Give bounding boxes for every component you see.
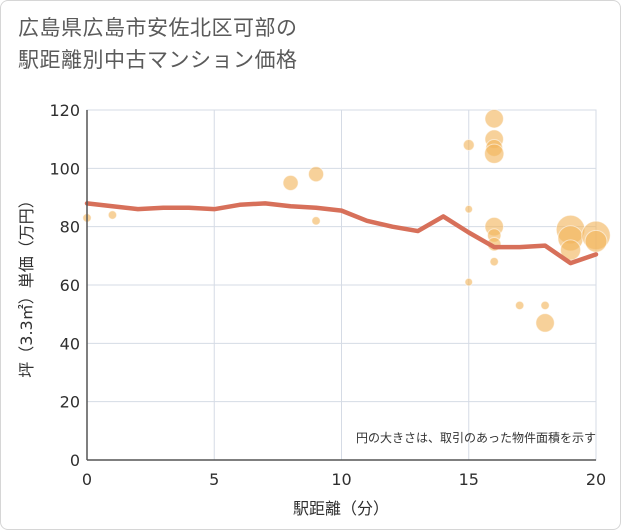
y-tick-label: 80: [60, 218, 80, 237]
line-layer: [84, 201, 599, 266]
data-bubble: [107, 210, 118, 220]
data-bubble: [464, 204, 474, 214]
y-tick-label: 0: [70, 451, 80, 470]
bubble-layer: [82, 109, 611, 333]
data-bubble: [540, 300, 550, 311]
y-tick-label: 120: [49, 101, 80, 120]
chart-title-line-1: 広島県広島市安佐北区可部の: [18, 16, 298, 40]
x-tick-label: 0: [82, 470, 92, 489]
x-tick-label: 5: [209, 470, 219, 489]
y-tick-label: 20: [60, 393, 80, 412]
data-bubble: [489, 256, 499, 267]
data-bubble: [307, 166, 325, 183]
data-bubble: [464, 277, 474, 287]
data-bubble: [535, 313, 555, 333]
size-legend-note: 円の大きさは、取引のあった物件面積を示す: [356, 430, 596, 445]
x-axis-title: 駅距離（分）: [293, 499, 389, 518]
data-bubble: [559, 239, 582, 261]
data-bubble: [584, 229, 608, 253]
average-price-line: [84, 201, 599, 266]
y-tick-label: 60: [60, 276, 80, 295]
x-tick-label: 10: [331, 470, 351, 489]
data-bubble: [514, 300, 525, 311]
data-bubble: [462, 139, 475, 151]
chart-title-line-2: 駅距離別中古マンション価格: [18, 48, 298, 72]
data-bubble: [484, 109, 504, 129]
y-tick-label: 100: [49, 159, 80, 178]
data-bubble: [282, 174, 299, 191]
chart-title: 広島県広島市安佐北区可部の 駅距離別中古マンション価格: [18, 12, 298, 76]
y-tick-label: 40: [60, 334, 80, 353]
axis-layer: 0 5 10 15 20 0 20 40 60 80 100 120: [49, 101, 606, 489]
x-tick-label: 20: [586, 470, 606, 489]
data-bubble: [311, 216, 321, 226]
x-tick-label: 15: [459, 470, 479, 489]
data-bubble: [484, 143, 505, 164]
grid-layer: [86, 109, 597, 461]
y-axis-title: 坪（3.3㎡）単価（万円）: [17, 192, 36, 377]
